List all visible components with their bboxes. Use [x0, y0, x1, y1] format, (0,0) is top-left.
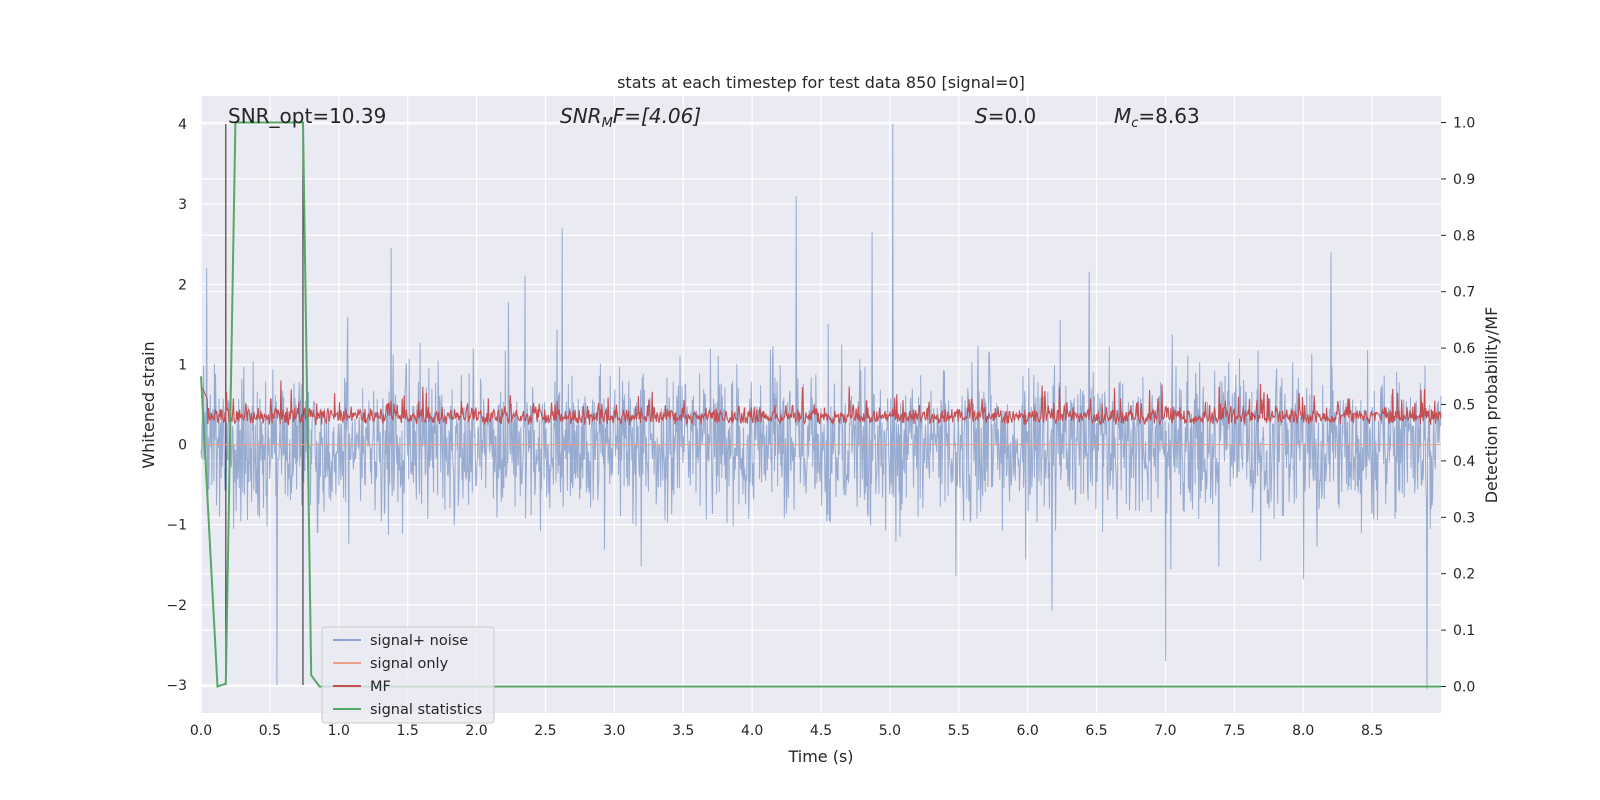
y-tick-label: 3	[178, 197, 187, 213]
y-tick-label: −1	[166, 518, 187, 534]
mc-sub: c	[1131, 116, 1138, 131]
x-tick-label: 6.5	[1085, 723, 1107, 739]
x-tick-label: 7.5	[1223, 723, 1245, 739]
y-tick-label-right: 0.5	[1453, 398, 1475, 414]
snr-mf-rest: F=[4.06]	[613, 104, 701, 128]
legend-label-signal-only: signal only	[370, 656, 449, 672]
x-ticks: 0.0 0.5 1.0 1.5 2.0 2.5 3.0 3.5 4.0 4.5 5.0 5.5 6.0 6…	[190, 723, 1383, 739]
snr-mf-base: SNR	[560, 104, 602, 128]
legend-label-noise: signal+ noise	[370, 633, 468, 649]
y-tick-label-right: 0.1	[1453, 623, 1475, 639]
x-tick-label: 1.0	[328, 723, 350, 739]
y-tick-label: −3	[166, 678, 187, 694]
y-axis-title: Whitened strain	[139, 341, 158, 468]
mc-value: =8.63	[1138, 104, 1199, 128]
x-tick-label: 5.0	[879, 723, 901, 739]
legend: signal+ noise signal only MF signal stat…	[321, 626, 495, 724]
y-tick-label-right: 0.0	[1453, 679, 1475, 695]
x-tick-label: 2.5	[534, 723, 556, 739]
x-tick-label: 6.0	[1017, 723, 1039, 739]
y-axis-title-right: Detection probability/MF	[1482, 307, 1501, 504]
x-axis-title: Time (s)	[787, 747, 853, 766]
x-tick-label: 2.0	[465, 723, 487, 739]
x-tick-label: 8.0	[1292, 723, 1314, 739]
legend-box	[321, 626, 495, 724]
y-tick-label: −2	[166, 598, 187, 614]
legend-label-mf: MF	[370, 679, 391, 695]
y-tick-label-right: 1.0	[1453, 116, 1475, 132]
legend-label-signal-statistics: signal statistics	[370, 702, 482, 718]
annotation-mc: Mc=8.63	[1114, 104, 1200, 131]
y-tick-label-right: 0.7	[1453, 285, 1475, 301]
x-tick-label: 3.0	[603, 723, 625, 739]
s-value: =0.0	[988, 104, 1037, 128]
x-tick-label: 5.5	[948, 723, 970, 739]
x-tick-label: 0.5	[259, 723, 281, 739]
y-ticks-right: 0.0 0.1 0.2 0.3 0.4 0.5 0.6 0.7 0.8 0.9 1.0	[1441, 116, 1475, 695]
x-tick-label: 4.5	[810, 723, 832, 739]
series-layer	[200, 121, 1442, 690]
mc-base: M	[1114, 104, 1131, 128]
y-tick-label-right: 0.8	[1453, 228, 1475, 244]
chart-title: stats at each timestep for test data 850…	[617, 73, 1025, 92]
y-tick-label: 1	[178, 357, 187, 373]
x-tick-label: 7.0	[1154, 723, 1176, 739]
y-tick-label: 2	[178, 277, 187, 293]
y-ticks-left: −3 −2 −1 0 1 2 3 4	[166, 117, 187, 694]
y-tick-label: 4	[178, 117, 187, 133]
x-tick-label: 3.5	[672, 723, 694, 739]
x-tick-label: 8.5	[1361, 723, 1383, 739]
x-tick-label: 4.0	[741, 723, 763, 739]
annotation-snr-opt: SNR_opt=10.39	[228, 104, 386, 128]
y-tick-label: 0	[178, 438, 187, 454]
series-signal-plus-noise	[200, 123, 1442, 690]
y-tick-label-right: 0.4	[1453, 454, 1475, 470]
x-tick-label: 0.0	[190, 723, 212, 739]
s-var: S	[975, 104, 988, 128]
annotation-snr-mf: SNRMF=[4.06]	[560, 104, 701, 131]
x-tick-label: 1.5	[397, 723, 419, 739]
series-mf	[200, 380, 1442, 426]
y-tick-label-right: 0.6	[1453, 341, 1475, 357]
y-tick-label-right: 0.3	[1453, 510, 1475, 526]
y-tick-label-right: 0.2	[1453, 567, 1475, 583]
y-tick-label-right: 0.9	[1453, 172, 1475, 188]
annotation-s: S=0.0	[975, 104, 1036, 128]
snr-mf-sub: M	[602, 116, 613, 131]
series-signal-statistics	[200, 121, 1441, 688]
